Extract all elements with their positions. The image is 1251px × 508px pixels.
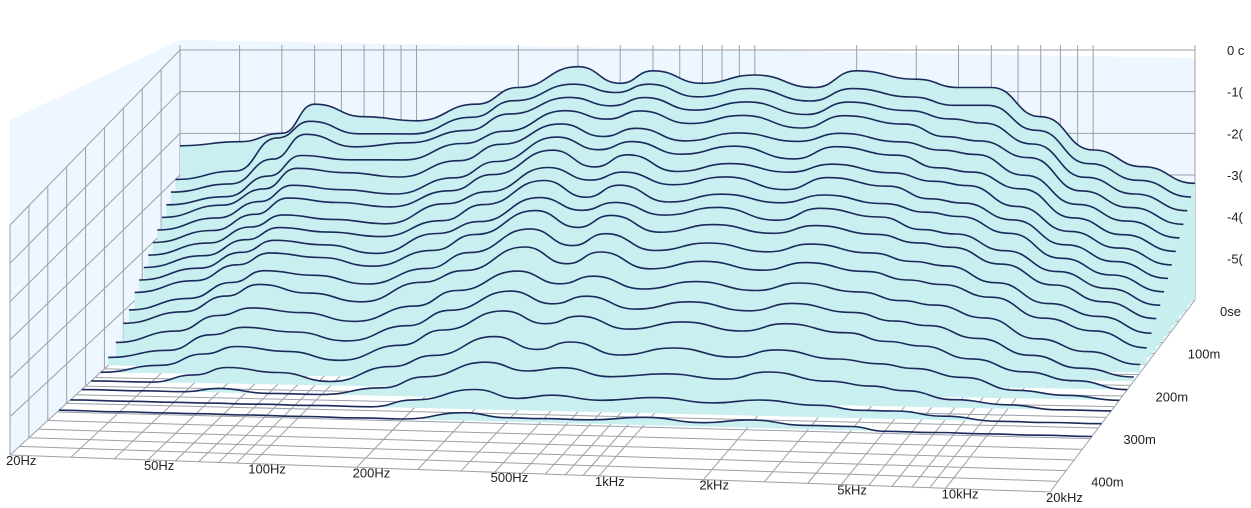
z-tick-label: 0se [1220, 304, 1241, 319]
floor-gridline-z [66, 402, 1099, 429]
z-tick-label: 100m [1188, 347, 1221, 362]
floor-gridline-z [47, 420, 1083, 450]
x-tick-label: 2kHz [699, 478, 729, 493]
y-tick-label: -1( [1227, 85, 1244, 100]
z-tick-label: 200m [1156, 389, 1189, 404]
slice-line [170, 96, 1188, 212]
slice-line [59, 409, 1092, 438]
side-gridline-y [9, 49, 181, 226]
floor-gridline-z [19, 445, 1059, 482]
waterfall-slice-18 [70, 388, 1102, 425]
side-wall [10, 40, 180, 455]
waterfall-slice-17 [81, 361, 1112, 412]
slice-line [152, 149, 1172, 266]
side-gridline-y [9, 174, 181, 341]
slice-fill [70, 389, 1102, 424]
x-tick-label: 100Hz [248, 462, 286, 477]
z-tick-label: 400m [1091, 475, 1124, 490]
y-tick-label: -2( [1227, 126, 1244, 141]
side-gridline-y [9, 132, 181, 303]
waterfall-slice-19 [59, 409, 1092, 438]
floor-gridline-z [9, 454, 1051, 493]
slice-line [123, 246, 1147, 349]
slice-line [108, 290, 1134, 378]
floor-gridline-z [38, 428, 1075, 461]
slice-line [115, 270, 1141, 366]
y-tick-label: -4( [1227, 210, 1244, 225]
slice-line [128, 228, 1152, 334]
y-tick-label: 0 c [1227, 43, 1245, 58]
x-tick-label: 20Hz [6, 453, 36, 468]
slice-line [81, 361, 1112, 412]
slice-line [100, 310, 1128, 391]
slice-fill [59, 410, 1092, 437]
floor-gridline-z [57, 411, 1091, 440]
slice-line [175, 83, 1192, 198]
side-gridline-y [9, 216, 181, 379]
slice-line [91, 335, 1120, 402]
x-tick-label: 5kHz [837, 483, 867, 498]
slice-fill [91, 336, 1120, 401]
slice-line [157, 136, 1176, 253]
waterfall-slices [59, 65, 1196, 438]
floor-gridline-z [28, 437, 1067, 472]
side-gridline-y [9, 91, 181, 264]
x-tick-label: 1kHz [595, 474, 625, 489]
slice-line [134, 209, 1157, 320]
y-tick-label: -3( [1227, 168, 1244, 183]
x-tick-label: 500Hz [491, 470, 529, 485]
x-tick-label: 50Hz [144, 458, 174, 473]
slice-line [143, 179, 1165, 293]
z-tick-label: 300m [1123, 432, 1156, 447]
axis-labels: 20Hz 50Hz 100Hz 200Hz 500Hz 1kHz 2kHz 5kHz 10kHz… [6, 43, 1245, 505]
waterfall-slice-16 [91, 335, 1120, 402]
y-tick-label: -5( [1227, 251, 1244, 266]
slice-line [166, 109, 1184, 226]
x-tick-label: 200Hz [353, 465, 391, 480]
slice-line [70, 388, 1102, 425]
slice-line [148, 166, 1168, 280]
x-tick-label: 20kHz [1046, 490, 1083, 505]
x-tick-label: 10kHz [942, 486, 979, 501]
slice-line [161, 123, 1180, 239]
slice-fill [81, 362, 1112, 411]
slice-line [139, 196, 1161, 306]
slice-line [179, 65, 1196, 185]
